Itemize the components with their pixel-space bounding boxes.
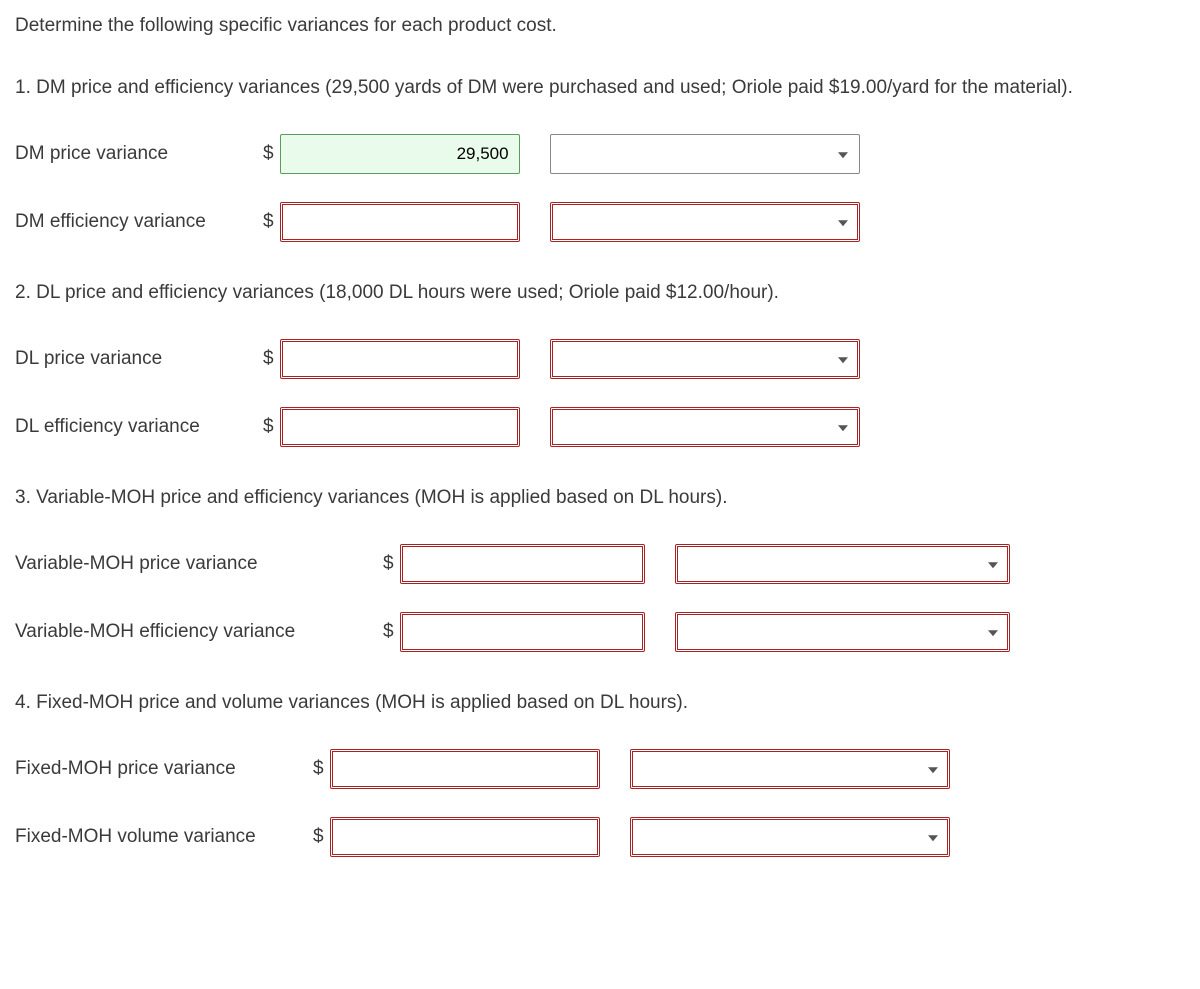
variance-row: DM efficiency variance $ xyxy=(15,202,1185,242)
question-4: 4. Fixed-MOH price and volume variances … xyxy=(15,692,1185,714)
fav-unfav-select-wrap xyxy=(550,202,860,242)
variance-label: DL price variance xyxy=(15,348,255,370)
fav-unfav-select-wrap xyxy=(550,339,860,379)
fav-unfav-select[interactable] xyxy=(630,749,950,789)
fav-unfav-select-wrap xyxy=(675,612,1010,652)
variance-label: Variable-MOH price variance xyxy=(15,553,375,575)
variance-row: DM price variance $ xyxy=(15,134,1185,174)
fav-unfav-select-wrap xyxy=(550,134,860,174)
intro-text: Determine the following specific varianc… xyxy=(15,15,1185,37)
currency-symbol: $ xyxy=(263,211,274,233)
variance-label: Variable-MOH efficiency variance xyxy=(15,621,375,643)
fav-unfav-select[interactable] xyxy=(675,612,1010,652)
variance-row: Variable-MOH price variance $ xyxy=(15,544,1185,584)
variance-row: Fixed-MOH volume variance $ xyxy=(15,817,1185,857)
currency-symbol: $ xyxy=(263,143,274,165)
amount-input[interactable] xyxy=(330,817,600,857)
fav-unfav-select-wrap xyxy=(630,817,950,857)
variance-row: Variable-MOH efficiency variance $ xyxy=(15,612,1185,652)
q2-rows: DL price variance$DL efficiency variance… xyxy=(15,339,1185,447)
variance-label: DM price variance xyxy=(15,143,255,165)
variance-label: Fixed-MOH price variance xyxy=(15,758,305,780)
currency-symbol: $ xyxy=(263,416,274,438)
currency-symbol: $ xyxy=(313,758,324,780)
currency-symbol: $ xyxy=(263,348,274,370)
question-3: 3. Variable-MOH price and efficiency var… xyxy=(15,487,1185,509)
amount-input[interactable] xyxy=(330,749,600,789)
fav-unfav-select[interactable] xyxy=(550,407,860,447)
variance-label: DM efficiency variance xyxy=(15,211,255,233)
q1-rows: DM price variance$DM efficiency variance… xyxy=(15,134,1185,242)
fav-unfav-select[interactable] xyxy=(550,134,860,174)
currency-symbol: $ xyxy=(383,621,394,643)
question-1: 1. DM price and efficiency variances (29… xyxy=(15,77,1185,99)
variance-row: Fixed-MOH price variance $ xyxy=(15,749,1185,789)
amount-input[interactable] xyxy=(280,202,520,242)
variance-label: Fixed-MOH volume variance xyxy=(15,826,305,848)
fav-unfav-select[interactable] xyxy=(550,202,860,242)
amount-input[interactable] xyxy=(400,612,645,652)
amount-input[interactable] xyxy=(400,544,645,584)
fav-unfav-select-wrap xyxy=(630,749,950,789)
fav-unfav-select[interactable] xyxy=(630,817,950,857)
amount-input[interactable] xyxy=(280,339,520,379)
variance-label: DL efficiency variance xyxy=(15,416,255,438)
fav-unfav-select[interactable] xyxy=(550,339,860,379)
question-2: 2. DL price and efficiency variances (18… xyxy=(15,282,1185,304)
fav-unfav-select-wrap xyxy=(550,407,860,447)
amount-input[interactable] xyxy=(280,134,520,174)
fav-unfav-select-wrap xyxy=(675,544,1010,584)
q3-rows: Variable-MOH price variance$Variable-MOH… xyxy=(15,544,1185,652)
q4-rows: Fixed-MOH price variance$Fixed-MOH volum… xyxy=(15,749,1185,857)
fav-unfav-select[interactable] xyxy=(675,544,1010,584)
amount-input[interactable] xyxy=(280,407,520,447)
currency-symbol: $ xyxy=(383,553,394,575)
variance-row: DL efficiency variance $ xyxy=(15,407,1185,447)
variance-row: DL price variance $ xyxy=(15,339,1185,379)
currency-symbol: $ xyxy=(313,826,324,848)
